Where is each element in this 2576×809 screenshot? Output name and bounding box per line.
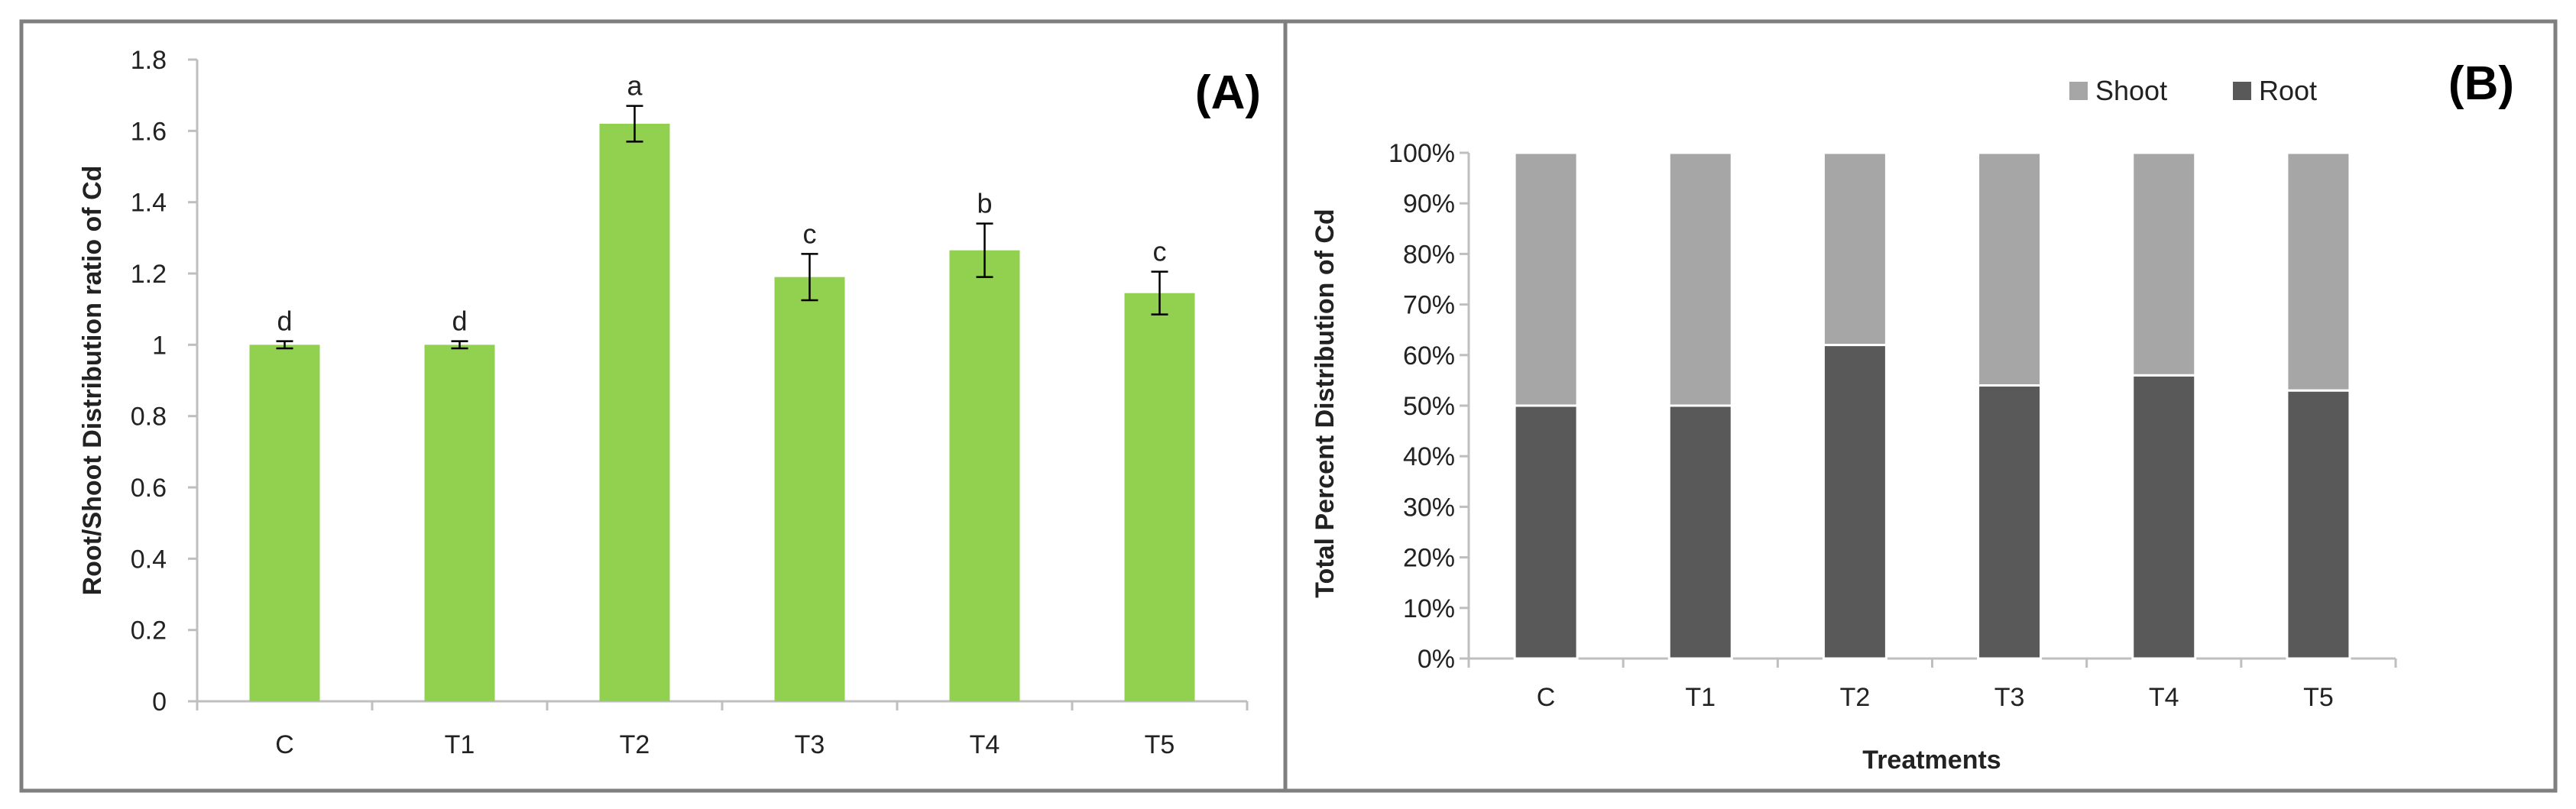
chart-b-ylabel: Total Percent Distribution of Cd [1311, 209, 1340, 597]
panel-b-border [1283, 19, 2558, 793]
chart-b-legend-swatch-shoot [2069, 82, 2088, 100]
chart-b-y-tick-label: 90% [1403, 189, 1455, 218]
chart-a-y-tick-label: 1 [152, 331, 167, 360]
chart-b-axes: 0% 10% 20% 30% 40% 50% 60% 70% 80% 90% 100% [1388, 139, 2397, 674]
chart-a-x-tick-label: T4 [970, 730, 1000, 759]
chart-b-bar-segment-root [2286, 389, 2351, 660]
chart-a-bar [249, 345, 320, 701]
chart-b-legend-swatch-root [2233, 82, 2251, 100]
chart-b-x-tick-label: T3 [1994, 683, 2025, 712]
chart-b-bar-segment-root [1667, 404, 1733, 660]
chart-a-bar [424, 345, 495, 701]
chart-a-y-tick-label: 1.6 [131, 117, 167, 146]
chart-a-y-tick-label: 0.2 [131, 616, 167, 646]
chart-a-ylabel: Root/Shoot Distribution ratio of Cd [78, 166, 107, 596]
chart-b-bar-segment-shoot [1977, 151, 2043, 387]
chart-a-x-tick-label: C [275, 730, 294, 759]
chart-b-y-tick-label: 50% [1403, 392, 1455, 421]
chart-b-legend: Shoot Root [2069, 75, 2317, 106]
chart-a-bar [599, 124, 670, 701]
chart-b-x-tick-label: C [1537, 683, 1556, 712]
chart-a-y-tick-label: 0.8 [131, 403, 167, 432]
chart-b-legend-label: Root [2259, 75, 2317, 106]
chart-b-x-tick-label: T2 [1840, 683, 1871, 712]
chart-a-y-tick-label: 1.8 [131, 46, 167, 75]
chart-a-y-tick-label: 0.6 [131, 474, 167, 503]
chart-b-bar-segment-shoot [1822, 151, 1887, 347]
chart-a-significance-letter: b [977, 188, 992, 219]
panel-a-label: (A) [1195, 66, 1261, 119]
chart-a-x-tick-label: T2 [620, 730, 650, 759]
chart-a-significance-letter: d [452, 306, 467, 337]
chart-b-y-tick-label: 60% [1403, 341, 1455, 371]
chart-a-bar [1124, 293, 1195, 702]
chart-b-bar-segment-root [1513, 404, 1579, 660]
chart-a-significance-letter: a [627, 70, 643, 102]
chart-a-bar [949, 250, 1020, 702]
chart-a-x-tick-label: T5 [1145, 730, 1175, 759]
chart-a-y-tick-label: 1.4 [131, 189, 167, 218]
chart-b-y-tick-label: 40% [1403, 442, 1455, 471]
chart-b-x-tick-label: T5 [2303, 683, 2334, 712]
chart-b-bar-segment-root [1822, 344, 1887, 660]
chart-a-bars: d Cd T1 a T2 c T3 b T4 c T5 [249, 70, 1195, 759]
chart-b-y-tick-label: 10% [1403, 594, 1455, 623]
chart-b-y-tick-label: 0% [1418, 645, 1455, 674]
chart-b-bar-segment-shoot [2131, 151, 2197, 377]
chart-b-bars: C T1 T2 T3 T4 T5 [1513, 151, 2351, 712]
chart-a-x-tick-label: T3 [795, 730, 825, 759]
chart-a-bar [774, 277, 845, 702]
chart-b-y-tick-label: 70% [1403, 291, 1455, 320]
chart-b-y-tick-label: 100% [1388, 139, 1455, 168]
chart-b: (B) Total Percent Distribution of Cd Tre… [1311, 57, 2514, 775]
panel-b-label: (B) [2448, 57, 2514, 110]
chart-b-bar-segment-shoot [1513, 151, 1579, 407]
chart-a-significance-letter: c [1153, 236, 1167, 267]
chart-b-y-tick-label: 30% [1403, 493, 1455, 522]
chart-a-x-tick-label: T1 [445, 730, 475, 759]
chart-a-significance-letter: c [803, 218, 817, 249]
chart-b-x-tick-label: T4 [2149, 683, 2179, 712]
chart-b-bar-segment-root [2131, 374, 2197, 660]
chart-b-x-tick-label: T1 [1685, 683, 1716, 712]
chart-a-significance-letter: d [277, 306, 292, 337]
chart-b-bar-segment-root [1977, 384, 2043, 660]
chart-b-y-tick-label: 80% [1403, 240, 1455, 269]
chart-b-bar-segment-shoot [2286, 151, 2351, 392]
chart-a-axes: 0 0.2 0.4 0.6 0.8 1 1.2 1.4 1.6 1.8 [131, 46, 1249, 717]
chart-a-y-tick-label: 0 [152, 688, 167, 717]
chart-b-bar-segment-shoot [1667, 151, 1733, 407]
chart-b-legend-label: Shoot [2095, 75, 2167, 106]
chart-a-y-tick-label: 1.2 [131, 260, 167, 289]
chart-a-y-tick-label: 0.4 [131, 545, 167, 574]
chart-b-xlabel: Treatments [1862, 746, 2001, 775]
chart-b-y-tick-label: 20% [1403, 544, 1455, 573]
chart-a: (A) Root/Shoot Distribution ratio of Cd … [78, 46, 1261, 759]
